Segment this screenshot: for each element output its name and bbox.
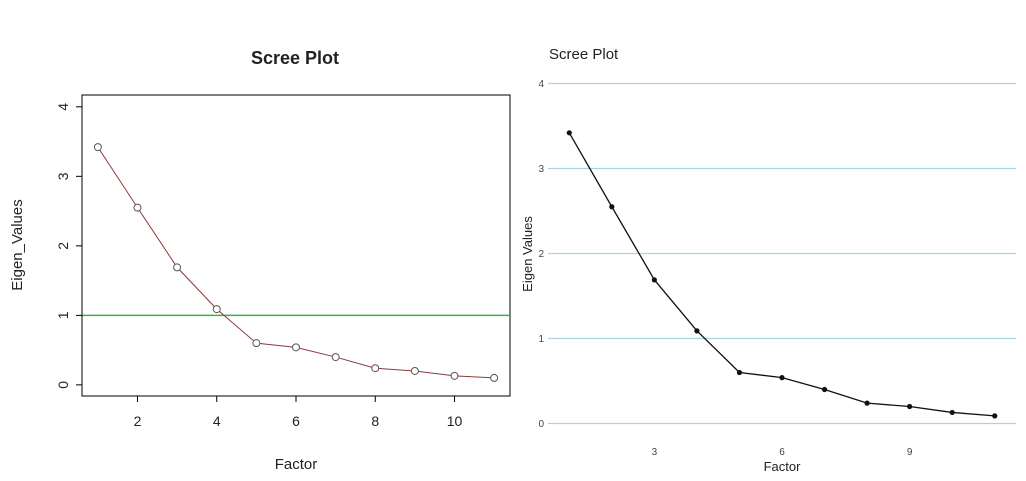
left-x-axis-label: Factor bbox=[275, 456, 318, 473]
left-data-point bbox=[133, 203, 142, 212]
right-y-tick-label: 0 bbox=[538, 419, 544, 430]
right-series bbox=[566, 130, 998, 419]
left-y-axis: 0 1 2 3 4 bbox=[55, 103, 83, 389]
left-x-tick-label: 8 bbox=[371, 413, 379, 429]
right-data-point bbox=[609, 204, 615, 210]
left-data-point bbox=[292, 343, 300, 352]
left-data-point bbox=[490, 373, 499, 382]
right-y-tick-label: 1 bbox=[538, 334, 544, 345]
left-y-tick-label: 3 bbox=[55, 172, 71, 180]
left-data-point bbox=[173, 263, 182, 272]
right-data-point bbox=[949, 409, 955, 416]
right-gridlines bbox=[548, 82, 1016, 425]
left-y-axis-label: Eigen_Values bbox=[9, 199, 26, 290]
right-chart: Scree Plot 3 6 9 0 1 2 3 4 Factor Eigen Values bbox=[520, 46, 1016, 474]
right-data-point bbox=[566, 130, 572, 136]
left-x-axis: 2 4 6 8 10 bbox=[134, 395, 463, 429]
left-chart-title: Scree Plot bbox=[251, 48, 339, 68]
right-series-line bbox=[568, 132, 995, 417]
right-data-point bbox=[992, 413, 998, 419]
left-x-tick-label: 6 bbox=[292, 413, 300, 429]
right-data-point bbox=[736, 369, 743, 376]
right-x-axis: 3 6 9 bbox=[652, 447, 913, 458]
right-data-point bbox=[651, 277, 657, 283]
right-data-point bbox=[821, 386, 828, 393]
left-y-tick-label: 1 bbox=[55, 311, 71, 319]
left-data-point bbox=[212, 305, 221, 314]
left-data-point bbox=[450, 371, 459, 380]
left-data-point bbox=[252, 339, 261, 348]
right-data-point bbox=[864, 400, 870, 406]
right-x-axis-label: Factor bbox=[764, 459, 802, 474]
left-series bbox=[93, 143, 499, 382]
right-y-axis-label: Eigen Values bbox=[520, 216, 535, 292]
left-data-point bbox=[93, 143, 102, 152]
right-y-axis: 0 1 2 3 4 bbox=[538, 79, 544, 430]
right-x-tick-label: 9 bbox=[907, 447, 913, 458]
right-y-tick-label: 4 bbox=[538, 79, 544, 90]
right-x-tick-label: 6 bbox=[779, 447, 785, 458]
left-series-line bbox=[97, 146, 495, 379]
left-x-tick-label: 2 bbox=[134, 413, 142, 429]
left-y-tick-label: 4 bbox=[55, 103, 71, 111]
left-data-point bbox=[331, 353, 340, 362]
right-y-tick-label: 3 bbox=[538, 164, 544, 175]
right-data-point bbox=[694, 328, 700, 334]
left-x-tick-label: 4 bbox=[213, 413, 221, 429]
left-y-tick-label: 2 bbox=[55, 242, 71, 250]
right-y-tick-label: 2 bbox=[538, 249, 544, 260]
left-x-tick-label: 10 bbox=[447, 413, 463, 429]
right-chart-title: Scree Plot bbox=[549, 46, 619, 63]
left-chart: Scree Plot 2 4 6 8 10 0 1 2 3 4 Factor Eigen_Val… bbox=[9, 48, 511, 473]
left-data-point bbox=[410, 366, 419, 375]
right-x-tick-label: 3 bbox=[652, 447, 658, 458]
left-y-tick-label: 0 bbox=[55, 381, 71, 389]
right-data-point bbox=[907, 403, 913, 410]
left-data-point bbox=[371, 364, 380, 373]
right-data-point bbox=[779, 375, 785, 381]
